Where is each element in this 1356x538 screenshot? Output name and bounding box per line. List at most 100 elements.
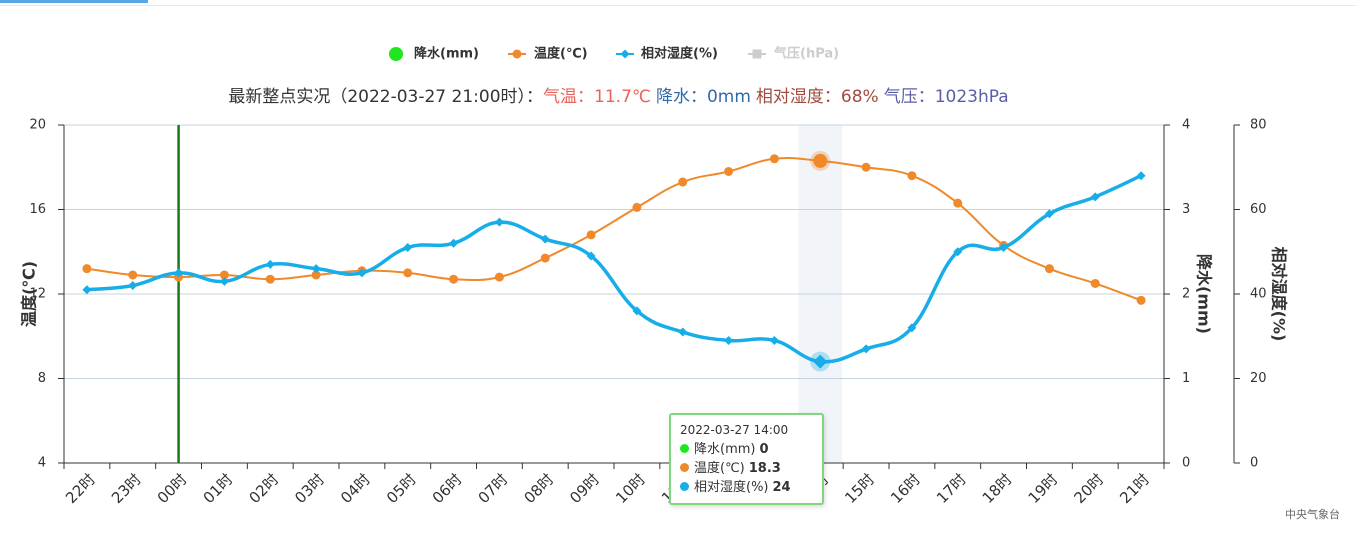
y3-axis-title: 相对湿度(%): [1270, 247, 1289, 342]
point-marker: [586, 230, 596, 240]
point-marker: [953, 198, 963, 208]
point-marker: [632, 202, 642, 212]
point-marker: [82, 264, 92, 274]
tooltip-value: 18.3: [748, 461, 781, 476]
point-marker: [907, 323, 917, 333]
point-marker: [769, 154, 779, 164]
subtitle-part: 降水：0mm: [655, 87, 751, 107]
subtitle-part: 气温：11.7℃: [543, 87, 651, 107]
point-marker: [953, 247, 963, 257]
point-marker: [632, 306, 642, 316]
y2-tick-label: 1: [1182, 371, 1190, 386]
tooltip-dot: [680, 482, 689, 491]
x-tick-label: 17时: [933, 470, 970, 507]
point-marker: [1136, 171, 1146, 181]
point-marker: [403, 268, 413, 278]
tooltip-value: 0: [759, 442, 769, 457]
point-marker: [999, 243, 1009, 253]
point-marker: [540, 253, 550, 263]
tooltip-name: 相对湿度(%): [694, 480, 769, 495]
y-tick-label: 8: [38, 371, 46, 386]
point-marker: [403, 243, 413, 253]
x-tick-label: 07时: [475, 470, 512, 507]
point-marker: [128, 270, 138, 280]
y2-tick-label: 3: [1182, 202, 1190, 217]
x-tick-label: 05时: [383, 470, 420, 507]
tooltip-dot: [680, 444, 689, 453]
x-tick-label: 20时: [1070, 470, 1107, 507]
x-tick-label: 19时: [1025, 470, 1062, 507]
subtitle-prefix: 最新整点实况（2022-03-27 21:00时）：: [228, 87, 544, 107]
point-marker: [769, 335, 779, 345]
legend-entry[interactable]: 降水(mm): [414, 46, 479, 62]
x-tick-label: 21时: [1116, 470, 1153, 507]
point-marker: [311, 270, 321, 280]
x-tick-label: 09时: [566, 470, 603, 507]
point-marker: [449, 238, 459, 248]
x-tick-label: 10时: [612, 470, 649, 507]
point-marker: [1044, 209, 1054, 219]
y2-tick-label: 4: [1182, 118, 1190, 133]
x-tick-label: 06时: [429, 470, 466, 507]
point-marker: [265, 274, 275, 284]
point-marker: [678, 177, 688, 187]
point-marker: [494, 217, 504, 227]
y3-tick-label: 40: [1250, 287, 1267, 302]
point-marker: [586, 251, 596, 261]
point-marker: [1136, 295, 1146, 305]
legend-entry[interactable]: 气压(hPa): [774, 46, 839, 62]
tooltip-row: 降水(mm) 0: [680, 440, 822, 459]
tooltip-dot: [680, 463, 689, 472]
tab-active: [0, 0, 148, 3]
y3-tick-label: 60: [1250, 202, 1267, 217]
subtitle-part: 相对湿度：68%: [755, 87, 879, 107]
x-tick-label: 04时: [337, 470, 374, 507]
y-tick-label: 16: [29, 202, 46, 217]
point-marker: [861, 344, 871, 354]
x-tick-label: 01时: [200, 470, 237, 507]
point-marker: [724, 166, 734, 176]
source: 中央气象台: [1285, 507, 1340, 521]
x-tick-label: 15时: [841, 470, 878, 507]
point-marker: [265, 259, 275, 269]
point-marker: [813, 354, 828, 369]
point-marker: [357, 268, 367, 278]
y-axis-title: 温度(℃): [20, 261, 39, 328]
y-tick-label: 20: [29, 118, 46, 133]
x-tick-label: 18时: [979, 470, 1016, 507]
point-marker: [861, 162, 871, 172]
tooltip-row: 温度(℃) 18.3: [680, 459, 822, 478]
legend-icon: [389, 47, 403, 61]
point-marker: [907, 171, 917, 181]
y2-tick-label: 0: [1182, 456, 1190, 471]
point-marker: [82, 285, 92, 295]
x-tick-label: 08时: [520, 470, 557, 507]
point-marker: [813, 153, 828, 168]
x-tick-label: 16时: [887, 470, 924, 507]
y-tick-label: 12: [29, 287, 46, 302]
x-tick-label: 02时: [245, 470, 282, 507]
point-marker: [1090, 192, 1100, 202]
point-marker: [219, 276, 229, 286]
point-marker: [449, 274, 459, 284]
legend-entry[interactable]: 温度(℃): [534, 46, 588, 62]
point-marker: [1090, 278, 1100, 288]
tooltip: 2022-03-27 14:00 降水(mm) 0 温度(℃) 18.3 相对湿度(%)…: [669, 413, 824, 505]
tooltip-value: 24: [772, 480, 791, 495]
legend-icon: [512, 49, 522, 59]
point-marker: [540, 234, 550, 244]
x-tick-label: 22时: [62, 470, 99, 507]
y3-tick-label: 80: [1250, 118, 1267, 133]
series-line: [86, 174, 1142, 364]
tooltip-title: 2022-03-27 14:00: [680, 423, 789, 437]
point-marker: [174, 268, 184, 278]
x-tick-label: 23时: [108, 470, 145, 507]
point-marker: [678, 327, 688, 337]
tooltip-name: 温度(℃): [694, 461, 745, 476]
point-marker: [724, 335, 734, 345]
point-marker: [311, 264, 321, 274]
legend-entry[interactable]: 相对湿度(%): [641, 46, 718, 62]
y2-axis-title: 降水(mm): [1195, 254, 1214, 334]
x-tick-label: 00时: [154, 470, 191, 507]
